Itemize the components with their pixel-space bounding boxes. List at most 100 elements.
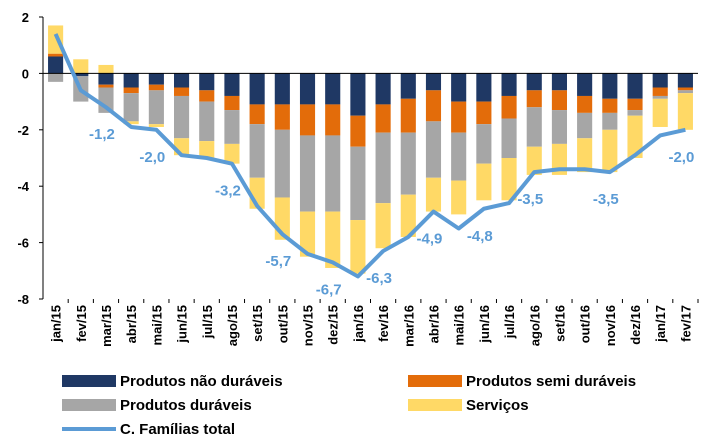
bar-segment (98, 84, 114, 88)
x-tick-label: fev/17 (678, 305, 693, 342)
bar-segment (98, 64, 114, 74)
bar-segment (274, 73, 290, 105)
bar-segment (476, 101, 492, 125)
bar-segment (425, 121, 442, 178)
bar-segment (602, 73, 618, 99)
x-tick-label: jan/16 (351, 305, 366, 343)
x-tick-label: out/16 (578, 305, 593, 343)
legend-swatch (62, 375, 116, 387)
bar-segment (48, 53, 64, 57)
bar-segment (652, 98, 668, 127)
bar-segment (350, 220, 366, 274)
bar-segment (501, 73, 517, 96)
bar-segment (400, 98, 416, 133)
data-label: -6,3 (366, 270, 392, 287)
bar-segment (199, 141, 215, 158)
bar-segment (577, 95, 593, 113)
bar-segment (652, 87, 668, 96)
bar-segment (375, 203, 391, 249)
bar-segment (400, 73, 416, 99)
x-tick-label: jan/15 (49, 305, 64, 343)
bar-segment (148, 73, 164, 85)
bar-segment (123, 93, 139, 122)
bar-segment (375, 104, 391, 133)
bar-segment (123, 121, 139, 125)
line (53, 33, 686, 279)
bar-segment (677, 93, 693, 130)
data-label: -2,0 (139, 149, 165, 166)
bar-segment (73, 59, 89, 74)
bar-segment (123, 87, 139, 94)
bar-segment (123, 73, 139, 88)
x-tick-label: nov/16 (603, 305, 618, 346)
legend-label: Serviços (466, 397, 529, 414)
bar-segment (249, 73, 265, 105)
x-tick-label: mar/16 (401, 305, 416, 347)
bar-segment (98, 73, 114, 85)
x-tick-label: nov/15 (301, 305, 316, 346)
bar-segment (299, 104, 316, 136)
y-tick-label: 2 (22, 10, 29, 25)
data-label: -5,7 (265, 253, 291, 270)
bar-segment (425, 73, 442, 91)
bar-segment (577, 73, 593, 96)
x-tick-label: mar/15 (99, 305, 114, 347)
bar-segment (199, 90, 215, 102)
bar-segment (501, 95, 517, 119)
x-tick-label: fev/16 (376, 305, 391, 342)
bar-segment (526, 90, 542, 108)
legend-label: C. Famílias total (120, 421, 235, 438)
bar-segment (451, 73, 467, 102)
bar-segment (476, 163, 492, 201)
x-tick-label: jul/15 (200, 305, 215, 339)
bar-segment (48, 56, 64, 74)
bar-segment (224, 110, 240, 144)
bar-segment (476, 73, 492, 102)
x-tick-label: ago/15 (225, 305, 240, 346)
x-tick-label: abr/15 (124, 305, 139, 343)
y-tick-label: -8 (17, 292, 29, 307)
bar-segment (551, 143, 567, 175)
legend-label: Produtos não duráveis (120, 373, 283, 390)
y-tick-label: -4 (17, 179, 29, 194)
bar-segment (677, 87, 693, 91)
bar-segment (526, 107, 542, 147)
x-tick-label: jan/17 (653, 305, 668, 343)
data-label: -4,8 (467, 228, 493, 245)
bar-segment (627, 110, 643, 116)
y-tick-label: 0 (22, 66, 29, 81)
bar-segment (350, 146, 366, 221)
x-tick-label: mai/15 (149, 305, 164, 345)
bar-segment (375, 73, 391, 105)
data-label: -3,2 (215, 183, 241, 200)
bar-segment (577, 138, 593, 173)
bar-segment (551, 73, 567, 91)
bar-segment (199, 101, 215, 142)
bar-segment (501, 118, 517, 158)
bar-segment (48, 73, 64, 82)
legend-swatch (408, 375, 462, 387)
legend-label: Produtos duráveis (120, 397, 252, 414)
x-tick-label: dez/16 (628, 305, 643, 345)
bar-segment (602, 112, 618, 130)
bar-segment (451, 101, 467, 133)
x-tick-label: ago/16 (527, 305, 542, 346)
bar-segment (299, 73, 316, 105)
bar-segment (174, 87, 190, 96)
bar-segment (627, 98, 643, 111)
x-tick-label: dez/15 (326, 305, 341, 345)
bar-segment (224, 143, 240, 164)
x-tick-label: set/16 (552, 305, 567, 342)
bar-segment (325, 73, 341, 105)
bar-segment (174, 95, 190, 139)
bar-segment (602, 129, 618, 173)
x-tick-label: set/15 (250, 305, 265, 342)
bar-segment (425, 177, 442, 212)
bar-segment (551, 110, 567, 144)
bar-segment (476, 124, 492, 164)
bar-segment (224, 95, 240, 111)
bar-segment (350, 115, 366, 147)
x-tick-label: mai/16 (452, 305, 467, 345)
x-tick-label: jun/16 (477, 305, 492, 344)
